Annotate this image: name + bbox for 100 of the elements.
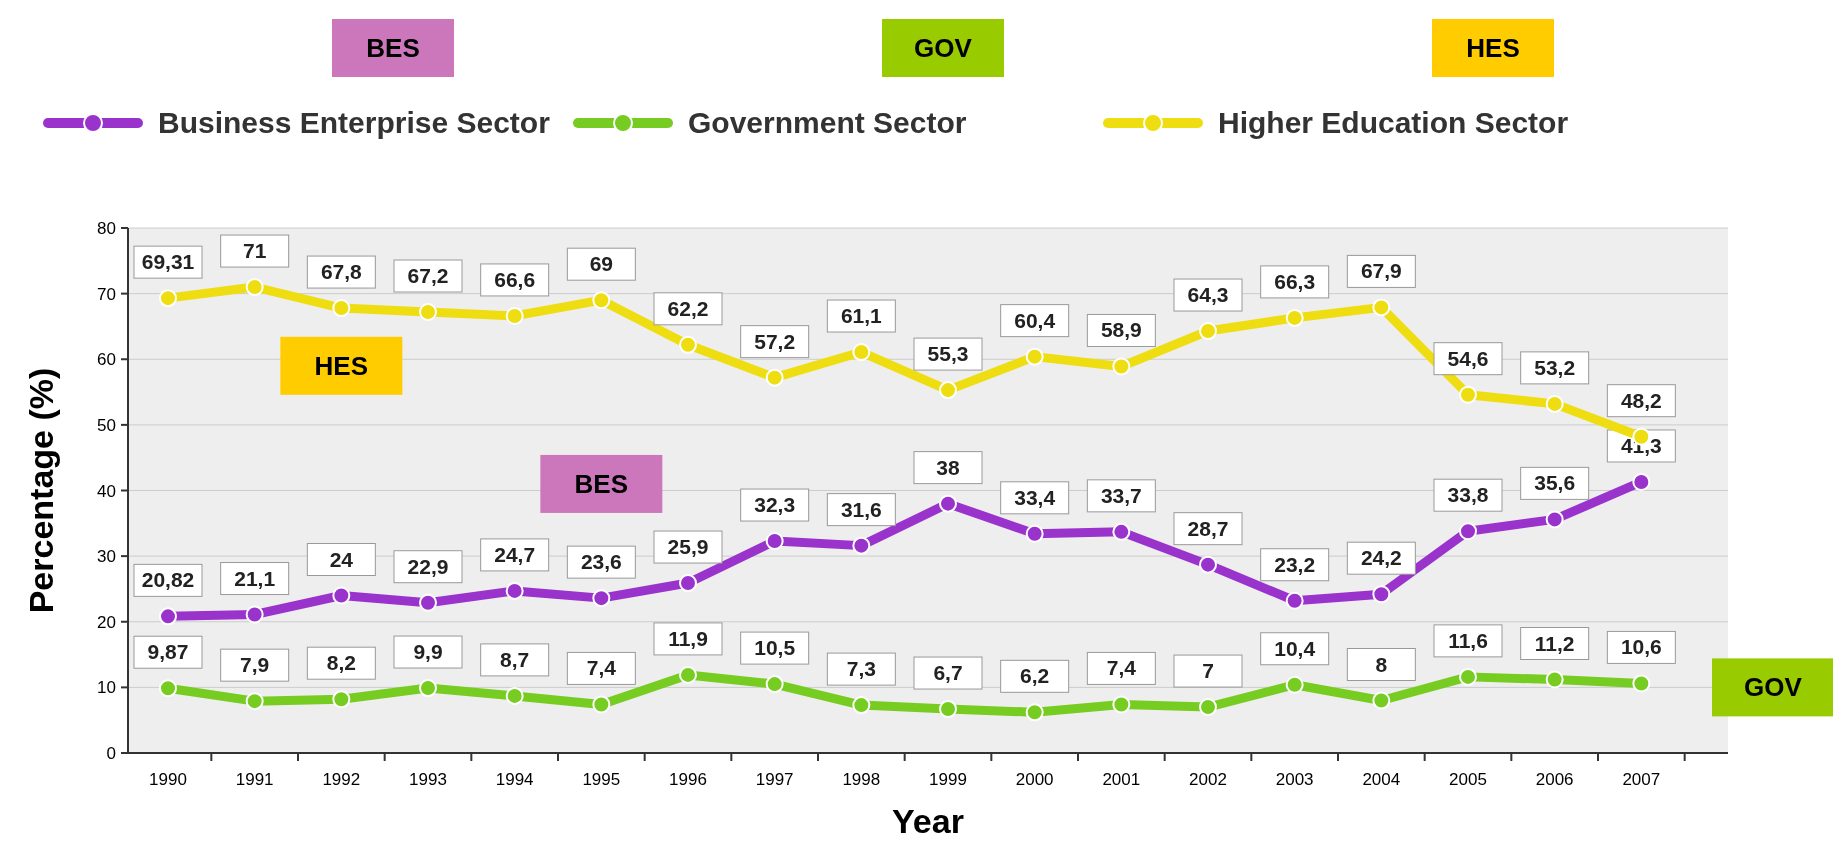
point [679,574,697,593]
data-label: 67,9 [1360,259,1402,283]
x-tick-label: 1998 [842,770,881,789]
text: GOV [1744,672,1803,703]
point [852,536,871,555]
point [1372,585,1391,604]
point [332,299,351,318]
data-label: 53,2 [1534,355,1576,379]
legend-label: Higher Education Sector [1218,106,1569,139]
data-label: 8,2 [326,651,356,675]
point [1112,522,1131,541]
point [245,278,264,297]
data-label: 35,6 [1534,471,1576,495]
point [852,343,871,362]
point [679,665,697,684]
data-label: 67,8 [320,260,363,284]
data-label: 69 [589,252,614,276]
point [245,605,264,624]
point [419,593,437,612]
data-label: 61,1 [840,304,883,328]
data-label: 9,87 [147,640,189,664]
point [1285,675,1304,694]
annotation: HES [314,350,369,381]
text: GOV [914,33,973,63]
data-label: 33,7 [1100,483,1142,507]
x-tick-label: 2006 [1535,770,1574,789]
x-tick-label: 1999 [929,770,967,789]
point [1025,524,1044,543]
data-label: 57,2 [754,329,796,353]
data-label: 58,9 [1100,318,1142,342]
point [159,289,177,308]
x-tick-label: 2003 [1275,770,1314,789]
data-label: 8 [1375,652,1388,676]
data-label: 25,9 [667,535,709,559]
x-tick-label: 2004 [1362,770,1401,789]
data-label: 67,2 [407,264,449,287]
legend-label: Government Sector [688,106,967,139]
point [245,692,264,711]
data-label: 9,9 [413,640,443,664]
data-label: 7 [1202,659,1214,683]
x-tick-label: 1997 [755,770,794,789]
data-label: 23,6 [580,550,622,574]
point [1545,510,1564,529]
y-tick-label: 50 [97,415,116,435]
data-label: 31,6 [840,497,882,521]
data-label: 62,2 [667,296,709,320]
x-tick-label: 1995 [582,770,621,789]
data-label: 69,31 [141,250,195,274]
data-label: 11,9 [668,626,708,650]
y-tick-label: 70 [97,284,116,304]
point [1372,298,1391,317]
data-label: 10,5 [754,636,796,660]
data-label: 6,2 [1020,664,1050,688]
point [765,368,784,387]
y-tick-label: 40 [97,481,116,501]
point [765,675,784,694]
point [505,686,524,705]
point [939,381,957,400]
point [592,589,611,608]
x-tick-label: 2000 [1015,770,1054,789]
y-tick-label: 80 [97,219,116,238]
text: HES [1466,33,1520,63]
data-label: 24 [329,547,354,571]
point [1285,591,1304,610]
data-label: 32,3 [754,493,796,517]
point [1545,394,1564,413]
point [592,291,611,310]
data-label: 7,4 [586,656,617,680]
data-label: 7,4 [1106,656,1137,680]
data-label: 54,6 [1447,346,1489,370]
point [1199,698,1217,717]
data-label: 55,3 [927,342,969,366]
data-label: 10,4 [1274,636,1316,660]
data-label: 60,4 [1014,308,1056,332]
x-tick-label: 1994 [495,770,534,789]
data-label: 66,6 [494,267,536,291]
data-label: 8,7 [500,647,530,671]
point [939,494,957,513]
data-label: 6,7 [933,661,963,685]
point [1199,322,1217,341]
point [939,700,957,719]
data-label: 33,8 [1447,483,1489,507]
data-label: 33,4 [1014,485,1056,509]
point [1632,472,1651,491]
point [332,586,351,605]
data-label: 38 [936,455,960,479]
point [505,306,524,325]
point [419,303,437,321]
annotation: BES [574,468,629,499]
x-tick-label: 1990 [149,770,187,789]
y-tick-label: 30 [97,547,116,567]
point [1025,347,1044,366]
point [1285,308,1304,327]
point [1199,555,1217,574]
point [1545,670,1564,689]
point [679,335,697,354]
point [1372,691,1391,710]
x-tick-label: 1996 [669,770,707,789]
x-tick-label: 1991 [235,770,274,789]
data-label: 71 [242,239,267,263]
